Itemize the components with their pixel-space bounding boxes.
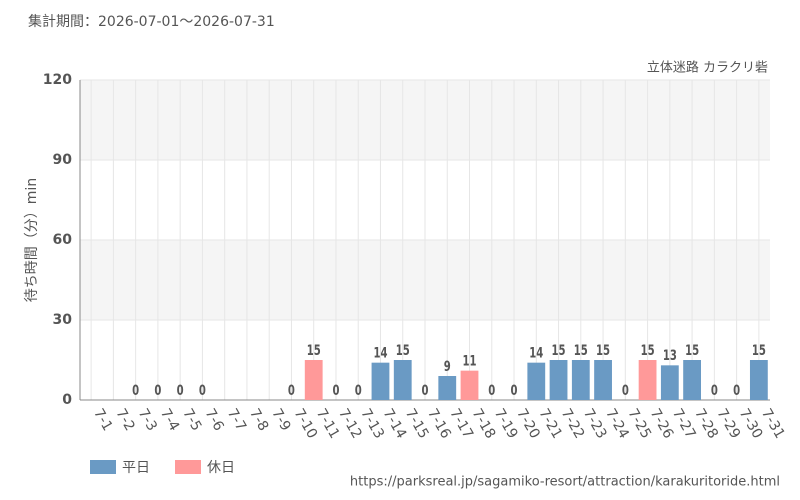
data-label: 14	[373, 344, 387, 361]
data-label: 15	[641, 342, 655, 359]
bar	[438, 376, 457, 400]
bar	[460, 370, 479, 400]
data-label: 11	[463, 352, 477, 369]
data-label: 13	[663, 347, 677, 364]
data-label: 0	[288, 382, 295, 399]
bar	[393, 360, 412, 400]
bar	[304, 360, 323, 400]
data-label: 15	[307, 342, 321, 359]
bar	[571, 360, 590, 400]
data-label: 0	[177, 382, 184, 399]
y-axis-label: 待ち時間（分）min	[24, 178, 40, 302]
data-label: 14	[529, 344, 543, 361]
x-tick-label: 7-4	[157, 406, 182, 434]
legend-label: 平日	[122, 460, 150, 476]
x-tick-label: 7-6	[201, 406, 226, 434]
data-label: 15	[752, 342, 766, 359]
data-label: 0	[511, 382, 518, 399]
data-label: 15	[685, 342, 699, 359]
data-label: 0	[733, 382, 740, 399]
data-label: 0	[622, 382, 629, 399]
data-label: 9	[444, 358, 451, 375]
chart-title: 集計期間：2026-07-01～2026-07-31	[28, 13, 275, 30]
x-tick-label: 7-3	[135, 406, 160, 434]
x-tick-label: 7-31	[758, 406, 788, 442]
x-tick-label: 7-5	[179, 406, 204, 434]
y-tick-label: 30	[53, 312, 73, 328]
bar	[549, 360, 568, 400]
bar	[371, 362, 390, 400]
data-label: 0	[488, 382, 495, 399]
bar	[660, 365, 679, 400]
data-label: 15	[552, 342, 566, 359]
data-label: 15	[574, 342, 588, 359]
data-label: 0	[199, 382, 206, 399]
data-label: 0	[332, 382, 339, 399]
y-tick-label: 90	[53, 152, 73, 168]
x-tick-label: 7-7	[224, 406, 249, 434]
bar	[638, 360, 657, 400]
chart-subtitle: 立体迷路 カラクリ砦	[647, 60, 768, 76]
data-label: 0	[132, 382, 139, 399]
x-tick-label: 7-1	[90, 406, 115, 434]
x-tick-label: 7-8	[246, 406, 271, 434]
data-label: 15	[396, 342, 410, 359]
legend-swatch	[175, 460, 201, 474]
data-label: 15	[596, 342, 610, 359]
y-tick-label: 60	[53, 232, 73, 248]
x-tick-label: 7-2	[112, 406, 137, 434]
x-tick-label: 7-9	[268, 406, 293, 434]
data-label: 0	[154, 382, 161, 399]
source-url: https://parksreal.jp/sagamiko-resort/att…	[350, 475, 780, 490]
bar	[749, 360, 768, 400]
data-label: 0	[355, 382, 362, 399]
y-tick-label: 120	[43, 72, 72, 88]
data-label: 0	[711, 382, 718, 399]
bar	[594, 360, 612, 400]
legend-swatch	[90, 460, 116, 474]
y-tick-label: 0	[62, 392, 72, 408]
bar	[527, 362, 546, 400]
data-label: 0	[421, 382, 428, 399]
legend-label: 休日	[207, 460, 235, 476]
bar	[683, 360, 701, 400]
